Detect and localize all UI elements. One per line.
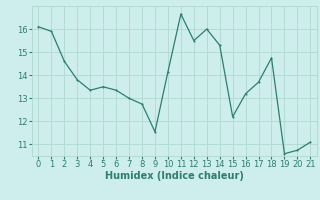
X-axis label: Humidex (Indice chaleur): Humidex (Indice chaleur) xyxy=(105,171,244,181)
